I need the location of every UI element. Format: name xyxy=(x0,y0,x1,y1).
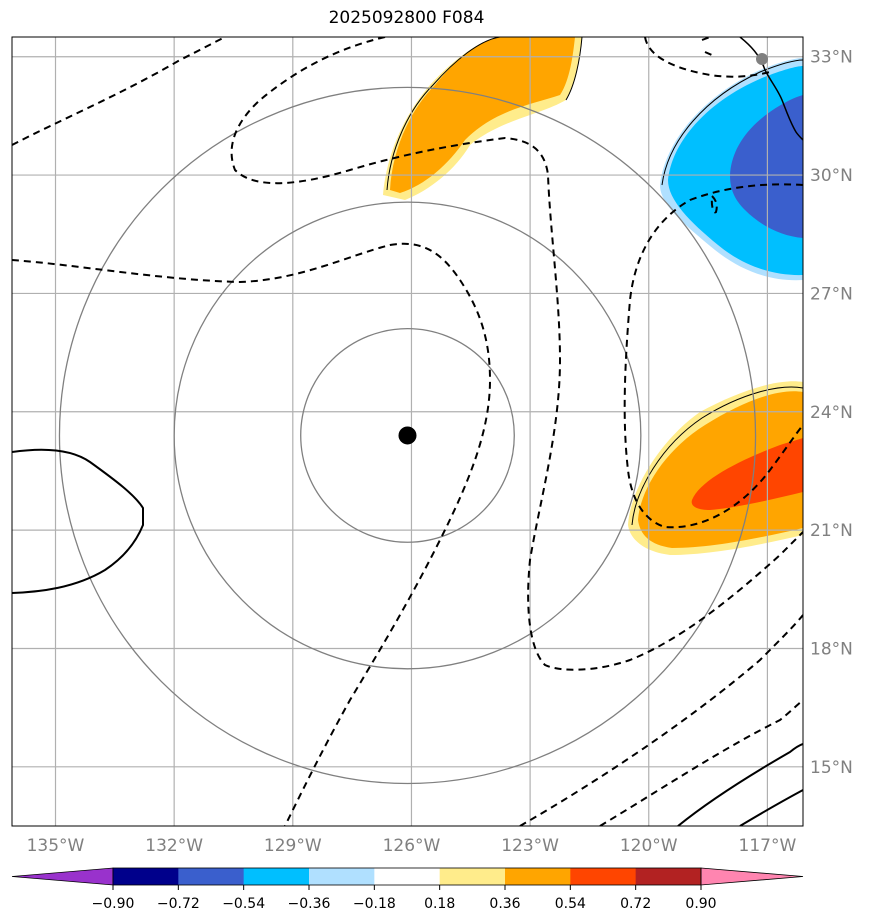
longitude-tick-label: 123°W xyxy=(501,836,559,856)
colorbar-tick-label: 0.90 xyxy=(685,896,716,912)
dashed-contours xyxy=(12,37,803,826)
colorbar-tick-label: −0.72 xyxy=(157,896,200,912)
range-ring xyxy=(173,201,642,670)
colorbar-swatch xyxy=(570,868,637,885)
map-frame xyxy=(11,36,804,827)
latitude-tick-label: 15°N xyxy=(810,758,853,778)
colorbar-extend-high xyxy=(700,867,804,886)
colorbar-tick-label: 0.36 xyxy=(489,896,520,912)
shade-outlines xyxy=(386,37,803,526)
longitude-tick-label: 135°W xyxy=(27,836,85,856)
colorbar-swatch xyxy=(505,868,571,885)
longitude-labels: 135°W 132°W 129°W 126°W 123°W 120°W 117°W xyxy=(27,836,797,856)
colorbar-tick-label: 0.72 xyxy=(620,896,651,912)
longitude-tick-label: 132°W xyxy=(145,836,203,856)
latitude-tick-label: 33°N xyxy=(810,48,853,68)
latitude-tick-label: 30°N xyxy=(810,166,853,186)
latitude-labels: 33°N 30°N 27°N 24°N 21°N 18°N 15°N xyxy=(810,48,853,778)
station-marker xyxy=(756,53,768,65)
colorbar-tick-label: 0.54 xyxy=(555,896,586,912)
positive-anomaly-north xyxy=(383,37,582,200)
range-ring xyxy=(58,86,757,785)
positive-anomaly-southeast xyxy=(628,381,803,555)
colorbar-swatch xyxy=(374,868,441,885)
latitude-tick-label: 21°N xyxy=(810,521,853,541)
colorbar-tick-label: −0.90 xyxy=(92,896,135,912)
latitude-tick-label: 24°N xyxy=(810,403,853,423)
longitude-tick-label: 120°W xyxy=(620,836,678,856)
longitude-tick-label: 129°W xyxy=(264,836,322,856)
storm-center-marker xyxy=(398,426,417,445)
colorbar-tick-label: 0.18 xyxy=(424,896,455,912)
colorbar-swatch xyxy=(635,868,702,885)
colorbar-swatch xyxy=(243,868,310,885)
colorbar-swatch xyxy=(113,868,179,885)
colorbar-tick-label: −0.18 xyxy=(353,896,396,912)
colorbar-extend-low xyxy=(11,867,114,886)
colorbar-tick-label: −0.36 xyxy=(288,896,331,912)
colorbar-frame xyxy=(112,867,702,886)
longitude-tick-label: 117°W xyxy=(739,836,797,856)
colorbar-tick-label: −0.54 xyxy=(222,896,265,912)
range-rings xyxy=(58,86,757,785)
colorbar: −0.90 −0.72 −0.54 −0.36 −0.18 0.18 0.36 0.54 0.7… xyxy=(11,867,804,912)
latitude-tick-label: 18°N xyxy=(810,639,853,659)
latitude-tick-label: 27°N xyxy=(810,284,853,304)
colorbar-swatch xyxy=(439,868,506,885)
colorbar-swatch xyxy=(178,868,245,885)
map-title: 2025092800 F084 xyxy=(328,8,485,28)
negative-anomaly-northeast xyxy=(660,58,803,281)
range-ring xyxy=(300,328,515,543)
colorbar-swatch xyxy=(309,868,375,885)
solid-contours xyxy=(12,448,803,826)
longitude-tick-label: 126°W xyxy=(383,836,441,856)
